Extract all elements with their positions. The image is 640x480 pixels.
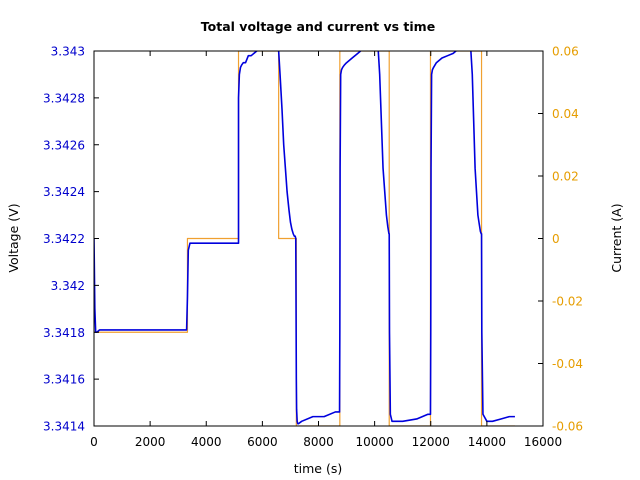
y2-tick-label: 0.04: [552, 107, 579, 121]
y-tick-label: 3.343: [51, 45, 85, 59]
y-tick-label: 3.3422: [43, 232, 85, 246]
y2-axis-label: Current (A): [609, 203, 624, 272]
y2-tick-label: 0.02: [552, 170, 579, 184]
voltage-series-line: [94, 51, 515, 425]
y2-tick-label: -0.06: [552, 420, 583, 434]
chart-title: Total voltage and current vs time: [201, 19, 435, 34]
y-tick-label: 3.342: [51, 279, 85, 293]
x-tick-label: 2000: [135, 435, 166, 449]
y-axis-label: Voltage (V): [6, 203, 21, 272]
x-tick-label: 6000: [247, 435, 278, 449]
y-axis-left: 3.3414 3.3416 3.3418 3.342 3.3422 3.3424 3.342…: [43, 45, 99, 434]
x-tick-label: 8000: [303, 435, 334, 449]
y2-tick-label: 0: [552, 232, 560, 246]
y-tick-label: 3.3428: [43, 91, 85, 105]
y-tick-label: 3.3416: [43, 373, 85, 387]
y-tick-label: 3.3426: [43, 138, 85, 152]
y-axis-right: -0.06 -0.04 -0.02 0 0.02 0.04 0.06: [538, 45, 583, 434]
plot-area: [94, 51, 515, 426]
x-tick-label: 4000: [191, 435, 222, 449]
current-series-line: [94, 51, 515, 426]
y-tick-label: 3.3418: [43, 326, 85, 340]
y2-tick-label: 0.06: [552, 45, 579, 59]
x-axis-label: time (s): [294, 461, 342, 476]
y-tick-label: 3.3414: [43, 420, 85, 434]
x-axis: 0 2000 4000 6000 8000 10000 12000 14000 16000: [90, 51, 562, 449]
y2-tick-label: -0.02: [552, 295, 583, 309]
x-tick-label: 0: [90, 435, 98, 449]
x-tick-label: 10000: [356, 435, 394, 449]
x-tick-label: 16000: [524, 435, 562, 449]
x-tick-label: 14000: [468, 435, 506, 449]
x-tick-label: 12000: [412, 435, 450, 449]
y2-tick-label: -0.04: [552, 357, 583, 371]
y-tick-label: 3.3424: [43, 185, 85, 199]
